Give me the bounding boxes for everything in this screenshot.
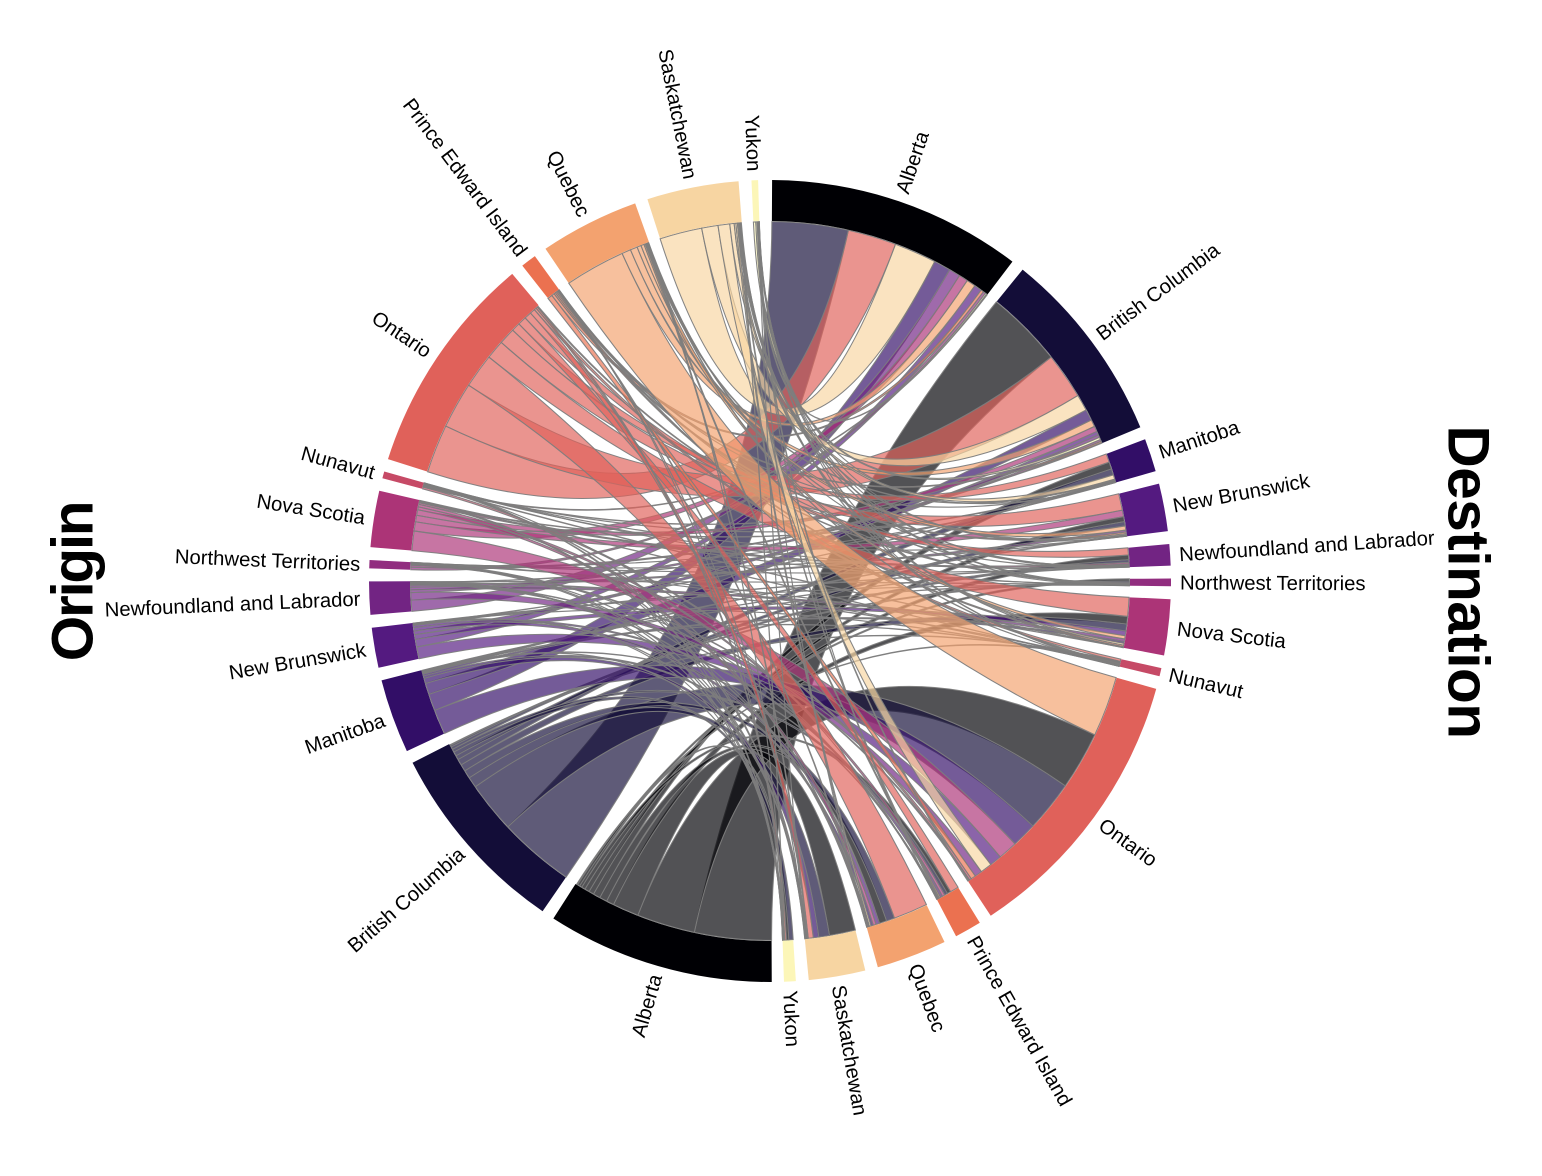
svg-text:Northwest Territories: Northwest Territories: [1180, 573, 1366, 596]
svg-text:Origin: Origin: [40, 503, 105, 661]
svg-text:Yukon: Yukon: [740, 115, 764, 172]
svg-text:Yukon: Yukon: [778, 990, 803, 1047]
svg-text:Destination: Destination: [1436, 425, 1501, 738]
